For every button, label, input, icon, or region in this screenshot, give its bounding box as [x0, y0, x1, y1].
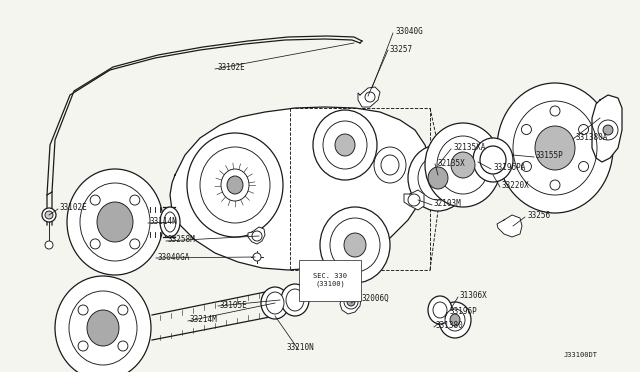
Ellipse shape: [365, 92, 375, 102]
Text: 331380A: 331380A: [575, 134, 607, 142]
Ellipse shape: [261, 287, 289, 319]
Ellipse shape: [78, 341, 88, 351]
Ellipse shape: [450, 314, 460, 326]
Ellipse shape: [313, 110, 377, 180]
Ellipse shape: [227, 176, 243, 194]
Text: 31306X: 31306X: [460, 292, 488, 301]
Polygon shape: [358, 87, 380, 107]
Text: 33257: 33257: [390, 45, 413, 55]
Text: 32103M: 32103M: [434, 199, 461, 208]
Ellipse shape: [69, 291, 137, 365]
Ellipse shape: [497, 83, 613, 213]
Ellipse shape: [445, 309, 465, 331]
Ellipse shape: [281, 284, 309, 316]
Polygon shape: [592, 95, 622, 162]
Ellipse shape: [330, 218, 380, 272]
Ellipse shape: [598, 120, 618, 140]
Ellipse shape: [67, 169, 163, 275]
Text: 33105E: 33105E: [220, 301, 248, 310]
Text: 33102E: 33102E: [218, 64, 246, 73]
Text: 33155P: 33155P: [536, 151, 564, 160]
Ellipse shape: [418, 156, 458, 200]
Text: 33040G: 33040G: [395, 28, 423, 36]
Ellipse shape: [320, 207, 390, 283]
Ellipse shape: [55, 276, 151, 372]
Text: 32006Q: 32006Q: [362, 294, 390, 302]
Ellipse shape: [522, 161, 531, 171]
Ellipse shape: [550, 180, 560, 190]
Polygon shape: [248, 227, 265, 244]
Ellipse shape: [335, 134, 355, 156]
Ellipse shape: [347, 298, 355, 306]
Ellipse shape: [428, 167, 448, 189]
Text: 33220X: 33220X: [502, 182, 530, 190]
Ellipse shape: [439, 302, 471, 338]
Ellipse shape: [253, 253, 261, 261]
Ellipse shape: [522, 125, 531, 135]
Ellipse shape: [80, 183, 150, 261]
Text: 33196P: 33196P: [449, 308, 477, 317]
Ellipse shape: [579, 161, 589, 171]
Text: 331380: 331380: [436, 321, 464, 330]
Ellipse shape: [90, 195, 100, 205]
Ellipse shape: [118, 305, 128, 315]
Ellipse shape: [130, 195, 140, 205]
Ellipse shape: [160, 207, 180, 237]
Ellipse shape: [408, 194, 420, 206]
Text: 33258M: 33258M: [168, 235, 196, 244]
Text: 33102E: 33102E: [60, 203, 88, 212]
Ellipse shape: [130, 239, 140, 249]
Ellipse shape: [118, 341, 128, 351]
Text: 33214M: 33214M: [190, 315, 218, 324]
Ellipse shape: [45, 211, 53, 219]
Ellipse shape: [408, 145, 468, 211]
Ellipse shape: [428, 296, 452, 324]
Ellipse shape: [513, 101, 597, 195]
Text: 33196PA: 33196PA: [493, 164, 525, 173]
Polygon shape: [170, 107, 430, 270]
Ellipse shape: [603, 125, 613, 135]
Text: 32135XA: 32135XA: [453, 144, 485, 153]
Text: 32135X: 32135X: [437, 158, 465, 167]
Ellipse shape: [187, 133, 283, 237]
Ellipse shape: [42, 208, 56, 222]
Ellipse shape: [374, 147, 406, 183]
Ellipse shape: [381, 155, 399, 175]
Ellipse shape: [45, 241, 53, 249]
Ellipse shape: [579, 125, 589, 135]
Ellipse shape: [164, 212, 176, 232]
Ellipse shape: [90, 239, 100, 249]
Text: 33040GA: 33040GA: [158, 253, 190, 262]
Ellipse shape: [480, 146, 506, 174]
Text: J33100DT: J33100DT: [564, 352, 598, 358]
Ellipse shape: [266, 292, 284, 314]
Ellipse shape: [344, 295, 358, 309]
Ellipse shape: [252, 231, 262, 241]
Text: 33114N: 33114N: [150, 218, 178, 227]
Ellipse shape: [97, 202, 133, 242]
Ellipse shape: [221, 169, 249, 201]
Ellipse shape: [437, 136, 489, 194]
Polygon shape: [404, 190, 424, 210]
Text: 33256: 33256: [527, 212, 550, 221]
Polygon shape: [340, 289, 361, 314]
Ellipse shape: [344, 233, 366, 257]
Ellipse shape: [87, 310, 119, 346]
Ellipse shape: [286, 289, 304, 311]
Ellipse shape: [535, 126, 575, 170]
Ellipse shape: [473, 138, 513, 182]
Ellipse shape: [78, 305, 88, 315]
Ellipse shape: [425, 123, 501, 207]
Ellipse shape: [451, 152, 475, 178]
Text: SEC. 330
(33100): SEC. 330 (33100): [313, 273, 347, 287]
Polygon shape: [497, 215, 522, 237]
Ellipse shape: [550, 106, 560, 116]
Text: 33210N: 33210N: [286, 343, 314, 353]
Ellipse shape: [433, 302, 447, 318]
Ellipse shape: [323, 121, 367, 169]
Ellipse shape: [200, 147, 270, 223]
